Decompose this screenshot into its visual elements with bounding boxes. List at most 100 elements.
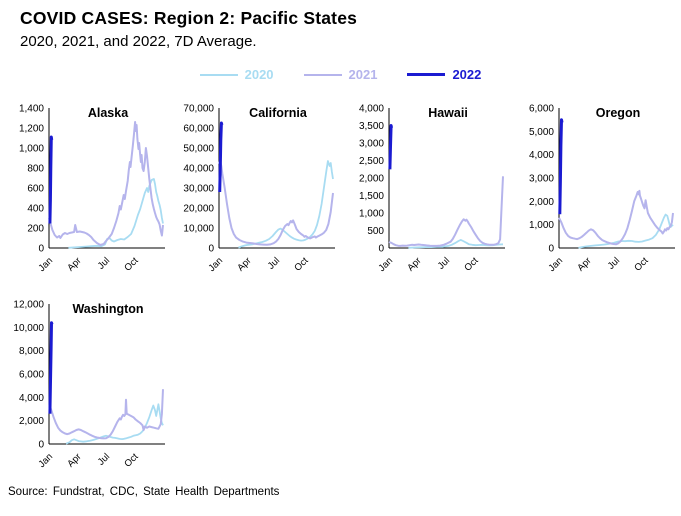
y-tick-label: 2,000 <box>359 174 384 185</box>
x-tick-label-jan: Jan <box>377 255 396 274</box>
x-tick-label-oct: Oct <box>292 255 310 273</box>
series-line-2021 <box>48 389 164 440</box>
legend-label-2020: 2020 <box>244 67 274 82</box>
legend-label-2021: 2021 <box>348 67 378 82</box>
x-tick-label-oct: Oct <box>632 255 650 273</box>
series-line-2022 <box>558 118 564 215</box>
chart-legend: 2020 2021 2022 <box>0 67 681 82</box>
x-tick-label-jan: Jan <box>37 255 56 274</box>
y-tick-label: 70,000 <box>183 104 214 115</box>
x-tick-label-apr: Apr <box>235 255 253 273</box>
series-line-2022 <box>48 135 54 224</box>
chart-title: Alaska <box>88 106 129 120</box>
chart-title: Oregon <box>596 106 640 120</box>
x-tick-label-jan: Jan <box>37 451 56 470</box>
chart-washington: 0 2,000 4,000 6,000 8,000 10,000 12,000 Jan Apr J… <box>13 300 165 470</box>
y-tick-label: 12,000 <box>13 300 44 311</box>
y-tick-label: 2,000 <box>19 416 44 427</box>
y-tick-label: 10,000 <box>13 323 44 334</box>
y-tick-label: 2,500 <box>359 156 384 167</box>
series-line-2022 <box>388 124 393 170</box>
x-tick-label-jan: Jan <box>207 255 226 274</box>
legend-line-swatch-2020 <box>199 73 238 76</box>
x-tick-label-apr: Apr <box>575 255 593 273</box>
legend-item-2020: 2020 <box>199 67 274 82</box>
x-tick-label-jul: Jul <box>606 255 622 271</box>
chart-hawaii: 0 500 1,000 1,500 2,000 2,500 3,000 3,500 4,000 J… <box>359 104 505 274</box>
y-tick-label: 0 <box>38 244 44 255</box>
series-line-2021 <box>388 176 504 247</box>
y-tick-label: 8,000 <box>19 346 44 357</box>
y-tick-label: 0 <box>38 440 44 451</box>
y-tick-label: 4,000 <box>19 393 44 404</box>
chart-cell-washington: 0 2,000 4,000 6,000 8,000 10,000 12,000 Jan Apr J… <box>2 291 172 487</box>
series-line-2022 <box>48 321 54 414</box>
source-note: Source: Fundstrat, CDC, State Health Dep… <box>8 486 280 498</box>
x-tick-label-jul: Jul <box>96 451 112 467</box>
y-tick-label: 1,200 <box>19 124 44 135</box>
page-title: COVID CASES: Region 2: Pacific States <box>20 8 358 28</box>
chart-cell-california: 0 10,000 20,000 30,000 40,000 50,000 60,000 70,… <box>172 95 342 291</box>
y-tick-label: 4,000 <box>529 150 554 161</box>
x-tick-label-apr: Apr <box>65 255 83 273</box>
y-tick-label: 600 <box>27 184 44 195</box>
y-tick-label: 30,000 <box>183 184 214 195</box>
y-tick-label: 1,500 <box>359 191 384 202</box>
x-tick-label-apr: Apr <box>405 255 423 273</box>
series-line-2020 <box>68 178 164 249</box>
y-tick-label: 6,000 <box>529 104 554 115</box>
x-tick-label-apr: Apr <box>65 451 83 469</box>
x-tick-label-oct: Oct <box>122 255 140 273</box>
x-tick-label-jul: Jul <box>436 255 452 271</box>
x-tick-label-jan: Jan <box>547 255 566 274</box>
x-tick-label-jul: Jul <box>266 255 282 271</box>
series-line-2020 <box>65 403 164 445</box>
y-tick-label: 0 <box>208 244 214 255</box>
y-tick-label: 200 <box>27 224 44 235</box>
series-line-2021 <box>218 160 334 246</box>
y-tick-label: 0 <box>378 244 384 255</box>
y-tick-label: 800 <box>27 164 44 175</box>
y-tick-label: 60,000 <box>183 124 214 135</box>
chart-title: Hawaii <box>428 106 468 120</box>
legend-item-2021: 2021 <box>303 67 378 82</box>
series-line-2021 <box>558 189 674 246</box>
x-tick-label-oct: Oct <box>122 451 140 469</box>
y-tick-label: 4,000 <box>359 104 384 115</box>
y-tick-label: 5,000 <box>529 127 554 138</box>
chart-oregon: 0 1,000 2,000 3,000 4,000 5,000 6,000 Jan Apr Jul… <box>529 104 675 274</box>
chart-cell-alaska: 0 200 400 600 800 1,000 1,200 1,400 Jan Apr Jul Oct… <box>2 95 172 291</box>
y-tick-label: 2,000 <box>529 197 554 208</box>
charts-grid: 0 200 400 600 800 1,000 1,200 1,400 Jan Apr Jul Oct… <box>2 95 681 487</box>
y-tick-label: 20,000 <box>183 204 214 215</box>
x-tick-label-jul: Jul <box>96 255 112 271</box>
series-line-2022 <box>218 121 224 193</box>
chart-cell-hawaii: 0 500 1,000 1,500 2,000 2,500 3,000 3,500 4,000 J… <box>342 95 512 291</box>
legend-line-swatch-2021 <box>303 73 342 76</box>
y-tick-label: 3,500 <box>359 121 384 132</box>
series-line-2020 <box>578 213 674 249</box>
series-line-2020 <box>238 160 334 249</box>
y-tick-label: 6,000 <box>19 370 44 381</box>
chart-title: Washington <box>72 302 143 316</box>
y-tick-label: 500 <box>367 226 384 237</box>
legend-line-swatch-2022 <box>407 73 446 76</box>
y-tick-label: 3,000 <box>359 139 384 150</box>
y-tick-label: 1,000 <box>19 144 44 155</box>
y-tick-label: 1,000 <box>359 209 384 220</box>
x-tick-label-oct: Oct <box>462 255 480 273</box>
series-line-2021 <box>48 121 164 246</box>
y-tick-label: 50,000 <box>183 144 214 155</box>
y-tick-label: 10,000 <box>183 224 214 235</box>
y-tick-label: 1,000 <box>529 220 554 231</box>
chart-alaska: 0 200 400 600 800 1,000 1,200 1,400 Jan Apr Jul Oct… <box>19 104 165 274</box>
y-tick-label: 1,400 <box>19 104 44 115</box>
y-tick-label: 40,000 <box>183 164 214 175</box>
chart-cell-oregon: 0 1,000 2,000 3,000 4,000 5,000 6,000 Jan Apr Jul… <box>512 95 681 291</box>
y-tick-label: 400 <box>27 204 44 215</box>
chart-california: 0 10,000 20,000 30,000 40,000 50,000 60,000 70,… <box>183 104 335 274</box>
chart-title: California <box>249 106 308 120</box>
legend-item-2022: 2022 <box>407 67 481 82</box>
y-tick-label: 3,000 <box>529 174 554 185</box>
page-subtitle: 2020, 2021, and 2022, 7D Average. <box>20 33 257 50</box>
